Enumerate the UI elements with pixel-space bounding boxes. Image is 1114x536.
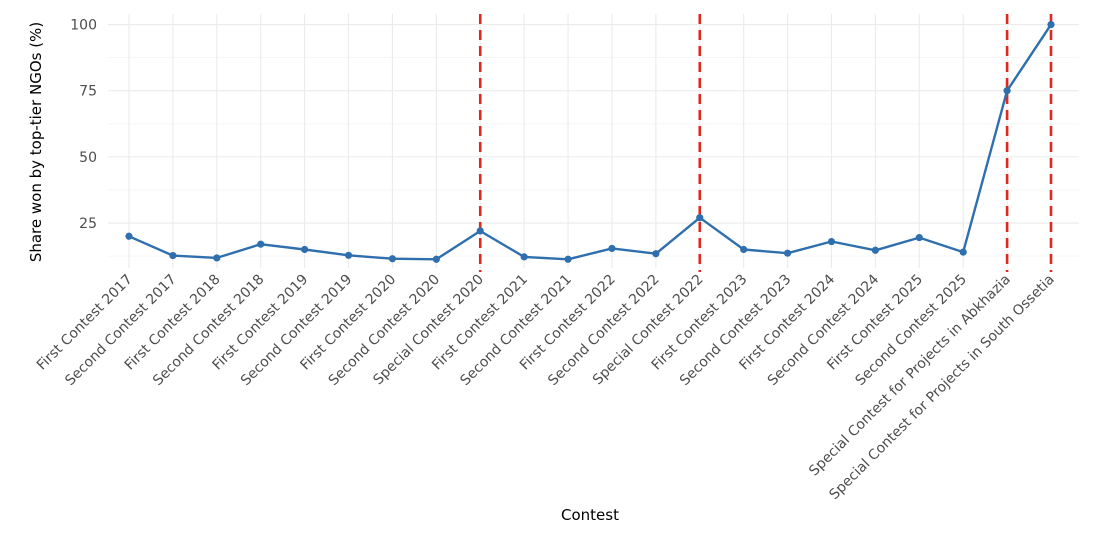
data-point	[169, 251, 177, 260]
y-axis-title: Share won by top-tier NGOs (%)	[27, 22, 45, 262]
y-tick-label: 100	[70, 18, 97, 34]
data-point	[740, 245, 748, 254]
data-point	[871, 246, 879, 254]
data-point	[301, 245, 309, 254]
data-point	[1047, 20, 1055, 29]
data-point	[696, 214, 704, 222]
data-point	[257, 240, 265, 248]
vertical-reference-lines	[478, 14, 1053, 272]
data-point	[959, 248, 967, 256]
y-tick-label: 75	[79, 84, 97, 100]
data-point	[432, 255, 440, 263]
data-point	[213, 254, 221, 262]
y-tick-label: 50	[79, 150, 97, 166]
data-point	[344, 251, 353, 259]
x-axis-title: Contest	[561, 506, 619, 524]
data-point	[915, 233, 923, 242]
data-point	[1003, 87, 1011, 95]
data-point	[388, 255, 397, 263]
data-point	[564, 255, 572, 263]
data-point	[827, 237, 836, 246]
data-point	[608, 244, 616, 253]
data-point	[476, 227, 484, 235]
series-group	[125, 20, 1055, 263]
x-tick-label: Special Contest for Projects in Abkhazia	[806, 272, 1014, 480]
series-line	[128, 23, 1052, 261]
data-point	[125, 232, 133, 240]
data-point	[520, 253, 528, 261]
grid	[108, 14, 1079, 268]
data-point	[783, 249, 792, 257]
y-tick-label: 25	[79, 216, 97, 232]
y-axis-ticks: 25 50 75 100	[70, 18, 97, 232]
data-point	[652, 250, 660, 258]
